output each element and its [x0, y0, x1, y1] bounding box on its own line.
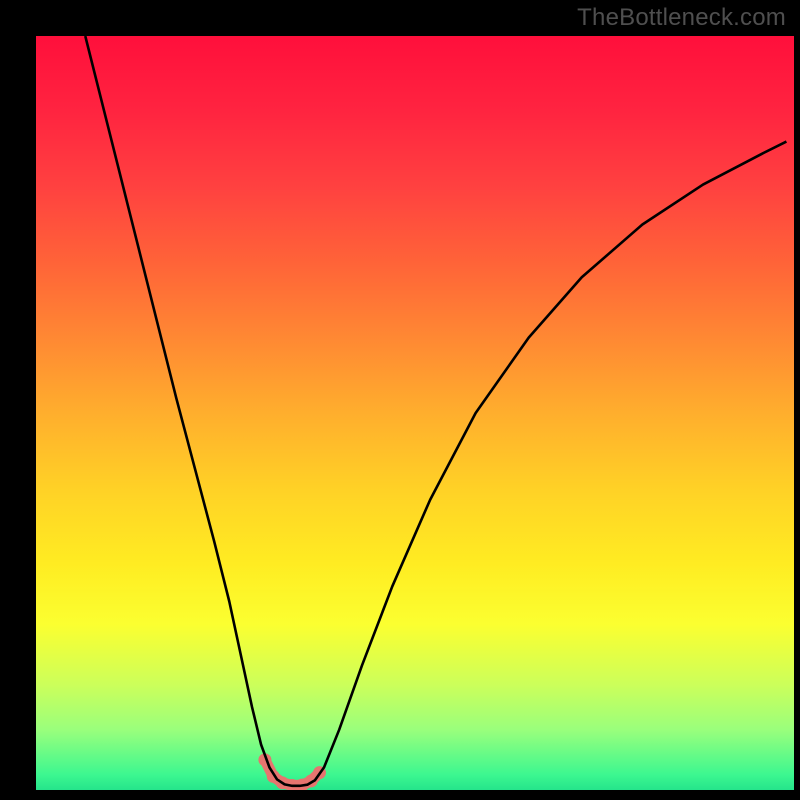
- watermark-text: TheBottleneck.com: [577, 4, 786, 32]
- chart-curves-layer: [36, 36, 794, 790]
- chart-plot-area: [36, 36, 794, 790]
- bottleneck-curve: [85, 36, 786, 786]
